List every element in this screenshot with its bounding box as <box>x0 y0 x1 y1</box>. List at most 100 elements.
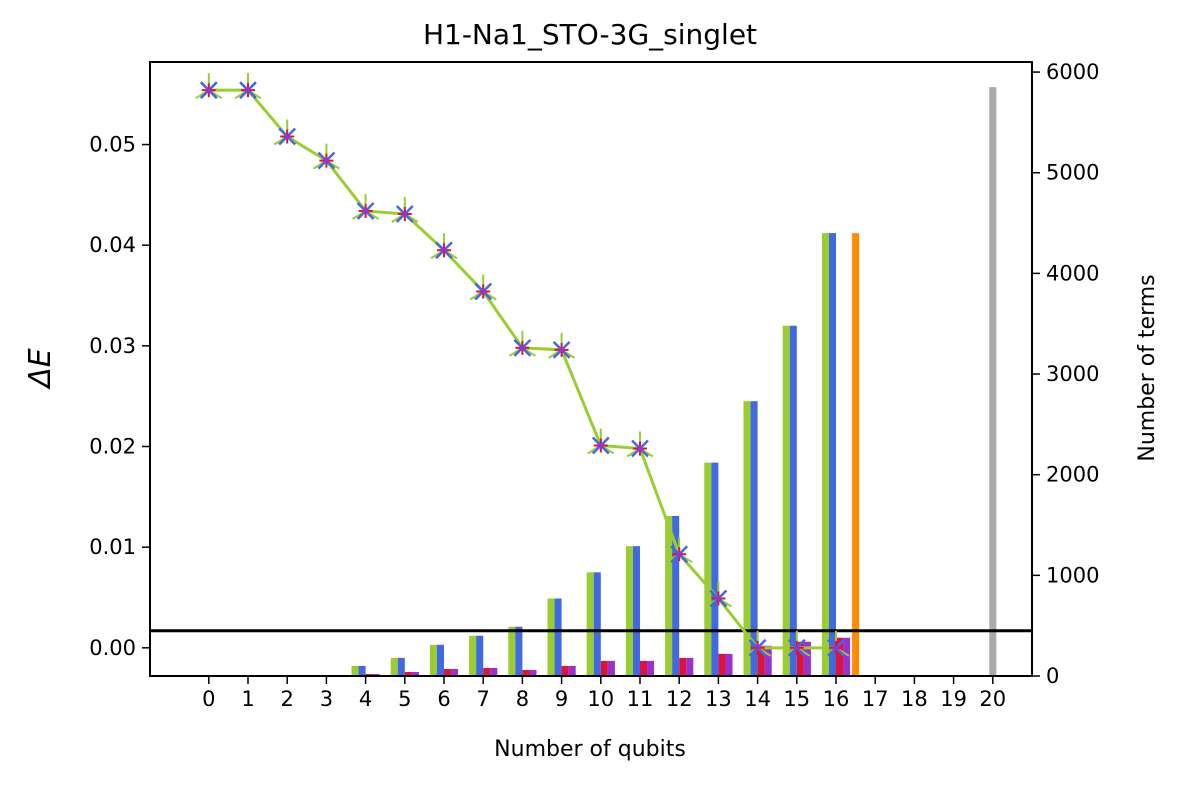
term-bar <box>679 657 687 676</box>
y-right-tick-label: 2000 <box>1046 463 1099 487</box>
term-bar <box>665 515 673 676</box>
energy-marker <box>480 288 486 294</box>
term-bar <box>568 665 576 676</box>
term-bar <box>632 546 640 676</box>
term-bar <box>404 671 412 676</box>
energy-marker <box>676 551 682 557</box>
term-bar <box>476 635 484 676</box>
y-right-tick-label: 4000 <box>1046 261 1099 285</box>
term-bar <box>593 572 601 676</box>
term-bar <box>607 660 615 676</box>
energy-marker <box>284 133 290 139</box>
term-bar <box>725 653 733 676</box>
x-tick-label: 12 <box>666 687 693 711</box>
term-bar <box>358 665 366 676</box>
y-left-tick-label: 0.04 <box>89 233 136 257</box>
energy-marker <box>363 208 369 214</box>
term-bar <box>547 598 555 676</box>
x-tick-label: 6 <box>437 687 450 711</box>
term-bar <box>490 667 498 676</box>
term-bar <box>789 325 797 676</box>
x-tick-label: 9 <box>555 687 568 711</box>
y-left-tick-label: 0.01 <box>89 535 136 559</box>
energy-marker <box>519 345 525 351</box>
term-bar <box>586 572 594 676</box>
term-bar <box>821 233 829 677</box>
x-tick-label: 2 <box>281 687 294 711</box>
y-right-tick-label: 0 <box>1046 664 1059 688</box>
term-bar <box>372 673 380 676</box>
reference-bar <box>852 233 860 677</box>
x-tick-label: 1 <box>241 687 254 711</box>
term-bar <box>561 665 569 676</box>
term-bar <box>704 462 712 676</box>
term-bar <box>469 635 477 676</box>
term-bar <box>411 671 419 676</box>
x-tick-label: 16 <box>823 687 850 711</box>
term-bar <box>554 598 562 676</box>
term-bar <box>429 644 437 676</box>
term-bar <box>508 626 516 676</box>
term-bar <box>803 641 811 676</box>
y-axis-left-label: ΔE <box>23 348 58 390</box>
term-bar <box>351 665 359 676</box>
chart-title: H1-Na1_STO-3G_singlet <box>423 18 757 51</box>
y-left-tick-label: 0.02 <box>89 435 136 459</box>
term-bar <box>600 660 608 676</box>
term-bar <box>640 660 648 676</box>
term-bar <box>836 637 844 676</box>
term-bar <box>782 325 790 676</box>
x-tick-label: 10 <box>587 687 614 711</box>
y-right-tick-label: 3000 <box>1046 362 1099 386</box>
term-bar <box>843 637 851 676</box>
energy-marker <box>637 446 643 452</box>
term-bar <box>718 653 726 676</box>
x-tick-label: 14 <box>744 687 771 711</box>
term-bar <box>647 660 655 676</box>
x-tick-label: 3 <box>320 687 333 711</box>
plot-frame <box>149 61 1033 677</box>
energy-marker <box>323 158 329 164</box>
x-tick-label: 13 <box>705 687 732 711</box>
x-tick-label: 8 <box>516 687 529 711</box>
term-bar <box>711 462 719 676</box>
x-tick-label: 7 <box>477 687 490 711</box>
term-bar <box>757 645 765 676</box>
x-tick-label: 0 <box>202 687 215 711</box>
y-right-tick-label: 1000 <box>1046 563 1099 587</box>
y-right-tick-label: 6000 <box>1046 60 1099 84</box>
term-bar <box>397 657 405 676</box>
x-tick-label: 17 <box>862 687 889 711</box>
energy-marker <box>794 645 800 651</box>
y-left-tick-label: 0.05 <box>89 133 136 157</box>
energy-marker <box>833 645 839 651</box>
y-axis-right-label: Number of terms <box>1135 274 1160 461</box>
term-bar <box>743 401 751 676</box>
x-tick-label: 20 <box>979 687 1006 711</box>
energy-marker <box>559 347 565 353</box>
term-bar <box>483 667 491 676</box>
reference-bar <box>989 87 997 676</box>
energy-marker <box>755 645 761 651</box>
energy-line <box>208 88 836 650</box>
energy-marker <box>206 87 212 93</box>
energy-marker <box>441 247 447 253</box>
term-bar <box>625 546 633 676</box>
x-tick-label: 5 <box>398 687 411 711</box>
y-left-tick-label: 0.00 <box>89 636 136 660</box>
energy-marker <box>402 211 408 217</box>
x-tick-label: 4 <box>359 687 372 711</box>
term-bar <box>672 515 680 676</box>
term-bar <box>436 644 444 676</box>
term-bar <box>750 401 758 676</box>
term-bar <box>365 673 373 676</box>
term-bar <box>390 657 398 676</box>
term-bar <box>444 668 452 676</box>
energy-marker <box>715 595 721 601</box>
term-bar <box>764 645 772 676</box>
x-tick-label: 11 <box>627 687 654 711</box>
term-bar <box>686 657 694 676</box>
x-tick-label: 19 <box>940 687 967 711</box>
